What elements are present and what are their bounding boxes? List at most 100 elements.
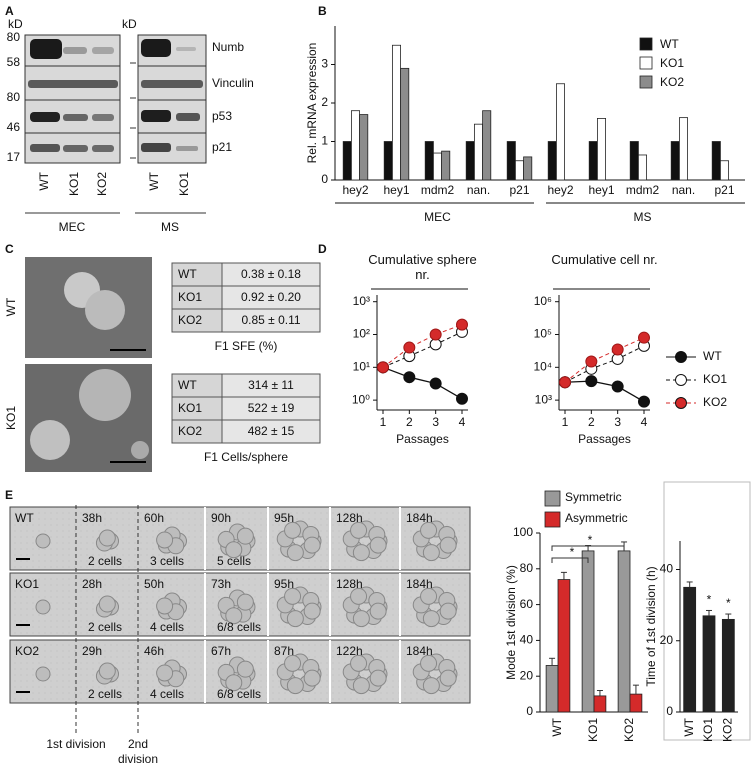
cell-image [352,544,370,562]
y-axis-label: Time of 1st division (h) [644,566,658,686]
table-text: KO2 [178,424,202,438]
data-point [456,318,468,331]
error-bar [560,571,567,580]
panel-label: D [318,242,327,256]
bar [679,117,689,181]
series-line [382,366,463,400]
kd-label: kD [122,17,137,31]
cell-image [35,533,51,549]
division-label-box: 1st division [46,737,105,751]
cell-image [369,669,387,687]
bar [383,141,393,181]
bar [547,141,557,181]
x-tick-label: hey2 [547,183,573,197]
bar [400,67,410,181]
x-tick-label: 4 [459,415,466,429]
cell-image [286,677,304,695]
data-point [456,392,468,405]
data-point [429,338,442,351]
table-text: KO1 [178,401,202,415]
cell-image [225,607,243,625]
cell-image [98,662,116,680]
data-point [377,361,389,374]
table-text: WT [178,267,197,281]
group-label: MEC [424,210,451,224]
time-label: 67h [211,644,231,658]
bar [506,141,516,181]
group-label: MS [161,220,179,234]
lane-label: KO1 [67,172,81,196]
panel-label: B [318,4,327,18]
table-cell [221,419,321,444]
legend-label: KO2 [703,395,727,409]
legend-swatch [544,490,561,507]
cell-count: 6/8 cells [217,687,261,701]
bar [597,118,607,181]
legend-label: WT [703,349,722,363]
legend-swatch [639,37,653,51]
cell-image [350,521,368,539]
lane-label: KO1 [177,172,191,196]
cell-image [35,666,51,682]
group-label: MEC [59,220,86,234]
cell-image [439,669,457,687]
error-bar [706,609,712,616]
division-label: 2nd division [117,737,159,766]
x-tick-label: KO2 [622,718,636,742]
cell-image [98,595,116,613]
bar [670,141,680,181]
series-line [382,324,463,368]
bar [515,160,525,181]
table-cell [221,308,321,333]
series-line [564,337,645,383]
bar [638,154,648,181]
data-point [638,331,650,344]
error-bar [596,690,603,696]
data-point [403,371,416,384]
data-point [585,375,598,388]
y-axis-label: Rel. mRNA expression [305,43,319,164]
bar [721,618,735,713]
time-label: 184h [406,644,433,658]
y-tick-label: 0 [321,172,328,186]
cell-image [422,677,440,695]
bar [342,141,352,181]
lane-label: KO2 [95,172,109,196]
plot-frame [663,481,751,741]
y-tick-label: 10⁴ [533,359,552,373]
table-text: 314 ± 11 [248,378,294,392]
y-tick-label: 0 [666,704,673,718]
cell-image [35,599,51,615]
cell-count: 2 cells [88,620,122,634]
x-tick-label: WT [550,717,564,736]
protein-label: p21 [212,140,232,154]
bar [482,110,492,181]
chart-title-box: Cumulative cell nr. [551,252,657,267]
x-tick-label: 3 [432,415,439,429]
mw-marker: 80 [7,90,21,104]
table-text: 0.38 ± 0.18 [241,267,301,281]
data-point [403,341,416,354]
bar [720,160,730,181]
time-label: 60h [144,511,164,525]
error-bar [725,613,732,620]
table-text: WT [178,378,197,392]
error-bar [549,657,556,666]
table-text: 0.92 ± 0.20 [241,290,301,304]
data-point [611,380,624,393]
chart-title: Cumulative sphere nr. [368,252,477,282]
error-bar [632,684,639,695]
series-line [382,331,463,368]
x-tick-label: WT [682,717,696,736]
legend-marker [675,397,687,409]
mw-marker: 58 [7,55,21,69]
data-point [429,328,442,341]
row-label: WT [15,511,34,525]
protein-label: Vinculin [212,76,254,90]
y-tick-label: 20 [520,668,534,682]
western-blot [24,34,207,214]
cell-image [352,677,370,695]
cell-image [352,610,370,628]
